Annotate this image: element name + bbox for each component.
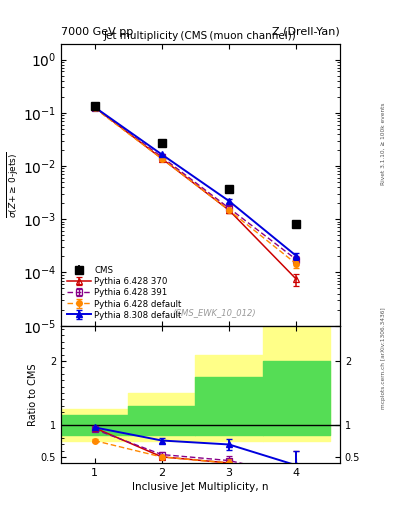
Text: mcplots.cern.ch [arXiv:1306.3436]: mcplots.cern.ch [arXiv:1306.3436] [381, 308, 386, 409]
Text: Z (Drell-Yan): Z (Drell-Yan) [272, 27, 340, 37]
X-axis label: Inclusive Jet Multiplicity, n: Inclusive Jet Multiplicity, n [132, 482, 269, 493]
Y-axis label: Ratio to CMS: Ratio to CMS [28, 364, 38, 426]
Text: (CMS_EWK_10_012): (CMS_EWK_10_012) [173, 308, 256, 317]
Y-axis label: $\sigma(Z{+}{\geq}\,n\text{-jets})$
$\overline{\sigma(Z{+}{\geq}\,0\text{-jets}): $\sigma(Z{+}{\geq}\,n\text{-jets})$ $\ov… [0, 152, 21, 218]
Legend: CMS, Pythia 6.428 370, Pythia 6.428 391, Pythia 6.428 default, Pythia 8.308 defa: CMS, Pythia 6.428 370, Pythia 6.428 391,… [65, 264, 184, 322]
Text: 7000 GeV pp: 7000 GeV pp [61, 27, 133, 37]
Title: Jet multiplicity (CMS (muon channel)): Jet multiplicity (CMS (muon channel)) [104, 31, 297, 41]
Text: Rivet 3.1.10, ≥ 100k events: Rivet 3.1.10, ≥ 100k events [381, 102, 386, 185]
